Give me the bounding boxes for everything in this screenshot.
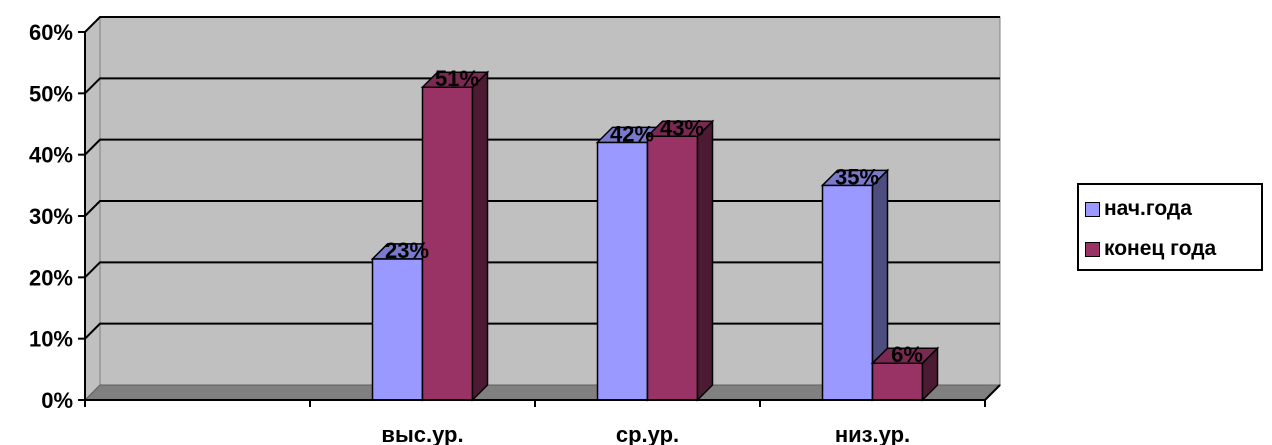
legend-item-series-1: нач.года [1085, 197, 1192, 221]
bar-front [371, 258, 424, 401]
x-tick-label: выс.ур. [381, 422, 463, 445]
legend-label-series-2: конец года [1104, 237, 1217, 260]
data-label: 23% [385, 238, 429, 263]
bar-side [471, 70, 489, 402]
legend-label-series-1: нач.года [1104, 197, 1192, 220]
legend-item-series-2: конец года [1085, 237, 1216, 261]
y-tick-label: 50% [29, 81, 73, 106]
y-tick-label: 40% [29, 143, 73, 168]
labels-group: 0% 10% 20% 30% 40% 50% 60% выс.ур. 23% 51% ср.ур. 4… [29, 20, 923, 445]
bar-top [645, 120, 715, 138]
y-tick-label: 60% [29, 20, 73, 45]
data-label: 51% [435, 66, 479, 91]
y-tick-label: 10% [29, 327, 73, 352]
legend: нач.года конец года [1077, 183, 1263, 271]
bar-top [420, 71, 490, 88]
bar-front [596, 141, 649, 401]
bar-end-1 [420, 70, 490, 402]
y-tick-label: 30% [29, 204, 73, 229]
legend-swatch-series-2 [1085, 241, 1100, 257]
gridline [84, 77, 1000, 95]
data-label: 43% [660, 115, 704, 140]
axes-group [78, 31, 1001, 407]
legend-swatch-series-1 [1085, 201, 1100, 217]
bar-front [421, 86, 474, 401]
bar-side [696, 119, 714, 402]
bar-front [821, 184, 874, 401]
data-label: 6% [891, 342, 923, 367]
bar-end-2 [645, 119, 715, 402]
x-tick-label: ср.ур. [616, 422, 679, 445]
x-axis-depth [984, 384, 1001, 401]
bars-group [370, 70, 940, 402]
y-tick-label: 20% [29, 265, 73, 290]
data-label: 35% [835, 164, 879, 189]
x-tick-label: низ.ур. [835, 422, 910, 445]
bar-top [870, 347, 940, 364]
bar-end-3 [870, 346, 940, 402]
bar-start-3 [820, 168, 890, 402]
gridline [84, 16, 1000, 33]
bar-front [871, 362, 924, 401]
bar-front [646, 135, 699, 401]
y-tick-label: 0% [41, 388, 73, 413]
bar-top [820, 169, 890, 187]
data-label: 42% [610, 121, 654, 146]
